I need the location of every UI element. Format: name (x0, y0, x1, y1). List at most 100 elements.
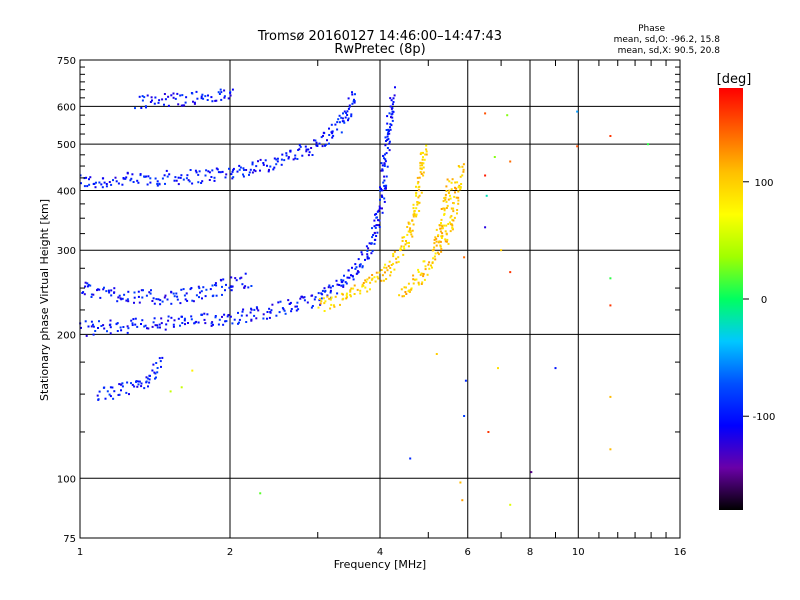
o-mode-point (347, 97, 350, 100)
x-mode-point (345, 297, 348, 300)
x-mode-point (451, 218, 454, 221)
o-mode-point (163, 93, 166, 95)
o-mode-point (165, 169, 168, 172)
x-mode-point (431, 266, 433, 269)
x-mode-point (459, 186, 462, 189)
o-mode-point (230, 285, 233, 288)
o-mode-point (386, 115, 389, 118)
o-mode-point (130, 319, 133, 322)
o-mode-point (340, 278, 343, 281)
o-mode-point (251, 171, 254, 174)
o-mode-point (118, 294, 121, 297)
sparse-echo-point (609, 277, 612, 280)
x-mode-point (373, 276, 376, 279)
x-mode-point (452, 207, 455, 210)
o-mode-point (231, 285, 234, 288)
o-mode-point (177, 317, 180, 320)
o-mode-point (123, 293, 126, 296)
o-mode-point (328, 134, 331, 136)
o-mode-point (168, 173, 171, 176)
o-mode-point (156, 180, 159, 183)
o-mode-point (202, 286, 205, 289)
o-mode-point (158, 357, 161, 360)
o-mode-point (108, 291, 111, 294)
o-mode-point (350, 115, 353, 118)
o-mode-point (379, 186, 381, 189)
o-mode-point (216, 168, 219, 171)
o-mode-point (366, 255, 369, 258)
x-mode-point (329, 298, 332, 301)
x-mode-point (441, 235, 444, 238)
o-mode-point (152, 321, 155, 324)
x-mode-point (412, 203, 415, 206)
o-mode-point (158, 323, 161, 326)
o-mode-point (298, 148, 301, 151)
o-mode-point (331, 132, 334, 135)
o-mode-point (381, 195, 383, 198)
o-mode-point (390, 99, 393, 102)
x-mode-point (459, 175, 462, 178)
x-mode-point (417, 196, 420, 199)
o-mode-point (105, 185, 108, 188)
o-mode-point (248, 173, 250, 176)
x-mode-point (425, 144, 428, 147)
x-mode-point (393, 268, 396, 271)
x-mode-point (413, 210, 416, 213)
o-mode-point (383, 175, 386, 178)
o-mode-point (99, 296, 102, 299)
o-mode-point (276, 157, 279, 160)
o-mode-point (290, 310, 293, 313)
x-mode-point (407, 290, 410, 293)
o-mode-point (389, 105, 392, 108)
o-mode-point (378, 219, 381, 222)
x-mode-point (377, 277, 380, 280)
o-mode-point (229, 92, 232, 94)
x-mode-point (421, 281, 424, 284)
x-mode-point (444, 240, 447, 243)
o-mode-point (310, 147, 313, 149)
x-mode-point (417, 268, 420, 271)
o-mode-point (201, 297, 203, 300)
o-mode-point (117, 182, 120, 185)
o-mode-point (385, 140, 387, 142)
o-mode-point (190, 287, 193, 289)
x-tick-label: 8 (527, 547, 533, 558)
o-mode-point (102, 324, 105, 327)
o-mode-point (385, 187, 387, 190)
o-mode-point (259, 169, 261, 172)
o-mode-point (149, 181, 152, 184)
x-mode-point (456, 181, 459, 184)
o-mode-point (100, 183, 103, 186)
o-mode-point (134, 107, 136, 110)
o-mode-point (251, 161, 254, 164)
x-mode-point (427, 263, 430, 266)
o-mode-point (290, 308, 293, 310)
o-mode-point (195, 171, 198, 174)
x-mode-point (375, 271, 378, 274)
o-mode-point (301, 154, 304, 157)
o-mode-point (250, 319, 253, 322)
o-mode-point (314, 296, 317, 299)
o-mode-point (328, 127, 330, 130)
x-axis-ticks: 1 2 4 6 8 10 16 (77, 60, 686, 558)
o-mode-point (360, 251, 363, 254)
o-mode-point (113, 390, 116, 393)
o-mode-point (153, 102, 156, 105)
o-mode-point (227, 97, 230, 100)
o-mode-point (237, 322, 239, 325)
x-mode-point (390, 264, 393, 266)
x-mode-point (455, 187, 458, 190)
x-mode-point (359, 289, 362, 292)
o-mode-point (164, 98, 167, 101)
o-mode-point (221, 285, 223, 288)
o-mode-point (391, 119, 394, 122)
o-mode-point (131, 383, 134, 386)
o-mode-point (195, 90, 198, 93)
o-mode-point (340, 284, 343, 287)
o-mode-point (84, 285, 87, 288)
sparse-echo-point (609, 395, 612, 398)
o-mode-point (380, 169, 383, 172)
o-mode-point (336, 283, 339, 286)
x-mode-point (450, 215, 453, 217)
x-mode-point (392, 262, 395, 265)
